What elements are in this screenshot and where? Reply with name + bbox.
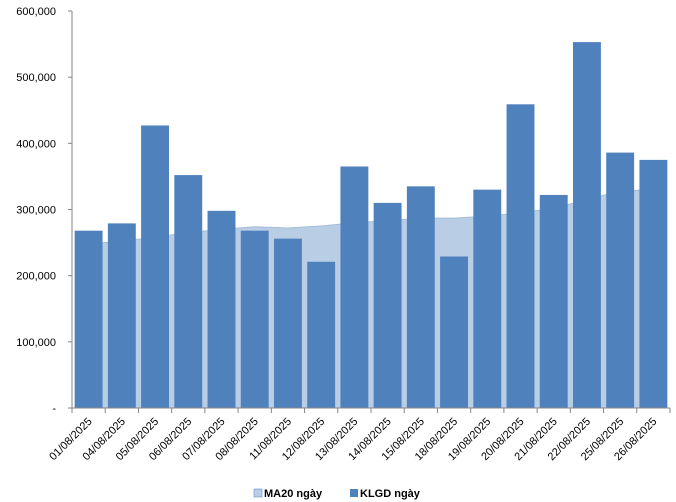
bar-klgd-8 (340, 166, 369, 408)
bar-klgd-6 (273, 238, 302, 408)
y-tick-label: 600,000 (16, 6, 56, 18)
legend-label-ma20: MA20 ngày (264, 488, 323, 500)
y-tick-label: - (52, 403, 56, 415)
ma20-area-layer (88, 189, 654, 408)
bar-klgd-15 (572, 42, 601, 409)
x-tick-layer: 01/08/202504/08/202505/08/202506/08/2025… (47, 416, 659, 463)
bar-klgd-3 (174, 175, 203, 408)
bar-klgd-9 (373, 202, 402, 408)
legend-label-klgd: KLGD ngày (360, 488, 421, 500)
bar-klgd-16 (606, 152, 635, 408)
bar-klgd-17 (639, 159, 668, 408)
bar-layer (74, 42, 668, 409)
legend-swatch-ma20 (253, 488, 263, 498)
legend: MA20 ngày KLGD ngày (253, 488, 421, 500)
y-tick-label: 200,000 (16, 271, 56, 283)
bar-klgd-11 (440, 256, 469, 408)
bar-klgd-0 (74, 230, 103, 408)
bar-klgd-12 (473, 189, 502, 408)
bar-klgd-10 (406, 186, 435, 408)
legend-swatch-klgd (350, 489, 358, 497)
y-tick-layer: - 100,000 200,000 300,000 400,000 500,000 600,… (16, 6, 72, 415)
bar-klgd-5 (240, 230, 269, 408)
bar-klgd-14 (539, 194, 568, 408)
bar-klgd-2 (141, 125, 170, 409)
y-tick-label: 400,000 (16, 138, 56, 150)
y-tick-label: 300,000 (16, 205, 56, 217)
bar-klgd-4 (207, 210, 236, 408)
y-tick-label: 500,000 (16, 72, 56, 84)
bar-klgd-1 (107, 223, 136, 408)
bar-klgd-13 (506, 104, 535, 409)
ma20-area (88, 189, 654, 408)
bar-klgd-7 (307, 261, 336, 408)
y-tick-label: 100,000 (16, 337, 56, 349)
